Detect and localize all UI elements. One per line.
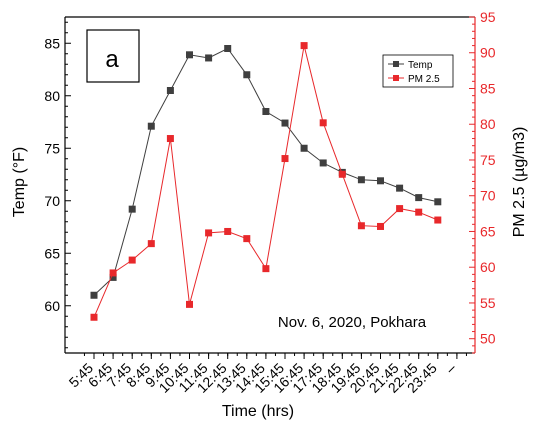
series-1-point [243, 71, 251, 79]
series-2-point [262, 265, 270, 273]
series-2-point [396, 205, 404, 213]
y-tick-label-right: 50 [480, 331, 496, 347]
series-1-point [377, 177, 384, 185]
y-tick-label-right: 75 [480, 152, 496, 168]
legend: Temp PM 2.5 [382, 54, 454, 88]
y-tick-label-left: 60 [44, 298, 60, 314]
series-2-point [377, 222, 384, 230]
series-2-point [109, 269, 117, 277]
series-layer [90, 42, 442, 321]
series-1-point [109, 273, 117, 281]
series-1-point [128, 205, 136, 213]
legend-label: PM 2.5 [408, 74, 440, 85]
legend-box [382, 54, 454, 88]
series-2-point [319, 119, 327, 127]
y-tick-label-right: 65 [480, 223, 496, 239]
series-1-point [262, 108, 270, 115]
y-tick-label-left: 70 [44, 193, 60, 209]
series-1-point [205, 54, 213, 62]
y-tick-label-right: 80 [480, 116, 496, 132]
y-tick-label-left: 65 [44, 245, 60, 261]
legend-swatch-marker [393, 75, 399, 81]
series-2-point [357, 222, 365, 230]
series-1-point [186, 51, 193, 59]
series-2-point [147, 240, 155, 248]
y-axis-title-left: Temp (°F) [11, 147, 28, 217]
series-2-point [243, 235, 251, 243]
panel-label: a [105, 46, 119, 73]
series-2-point [281, 155, 289, 163]
series-1-point [319, 159, 327, 167]
y-axis-title-right: PM 2.5 (µg/m3) [511, 127, 528, 238]
series-2-point [166, 135, 174, 143]
y-tick-label-right: 90 [480, 45, 496, 61]
series-1-point [415, 194, 423, 202]
series-1-point [281, 119, 289, 127]
series-2-point [186, 300, 193, 308]
series-1-point [300, 144, 308, 152]
series-2-point [338, 170, 346, 178]
series-2-point [205, 229, 213, 237]
x-axis-title: Time (hrs) [222, 403, 294, 420]
legend-swatch-marker [393, 61, 399, 67]
series-1-point [147, 122, 155, 130]
y-tick-label-left: 80 [44, 88, 60, 104]
series-1-point [396, 184, 404, 192]
series-1-point [90, 291, 98, 299]
y-tick-label-left: 85 [44, 35, 60, 51]
x-tick-label: – [442, 360, 459, 377]
series-1-point [357, 176, 365, 184]
series-2-point [224, 227, 232, 235]
y-tick-label-right: 70 [480, 188, 496, 204]
legend-label: Temp [408, 60, 433, 71]
series-1-point [434, 198, 442, 206]
series-1-point [166, 87, 174, 94]
y-tick-label-right: 85 [480, 80, 496, 96]
series-2-point [300, 42, 308, 50]
series-2-point [90, 313, 98, 321]
plot-frame [64, 16, 476, 354]
y-tick-label-right: 60 [480, 259, 496, 275]
panel-label-box [86, 29, 140, 83]
series-2-point [434, 216, 442, 224]
y-tick-label-right: 55 [480, 295, 496, 311]
series-2-point [128, 256, 136, 264]
series-2-point [415, 208, 423, 216]
series-1-point [224, 45, 232, 52]
y-tick-label-left: 75 [44, 140, 60, 156]
chart-annotation: Nov. 6, 2020, Pokhara [278, 314, 427, 331]
y-tick-label-right: 95 [480, 9, 496, 25]
